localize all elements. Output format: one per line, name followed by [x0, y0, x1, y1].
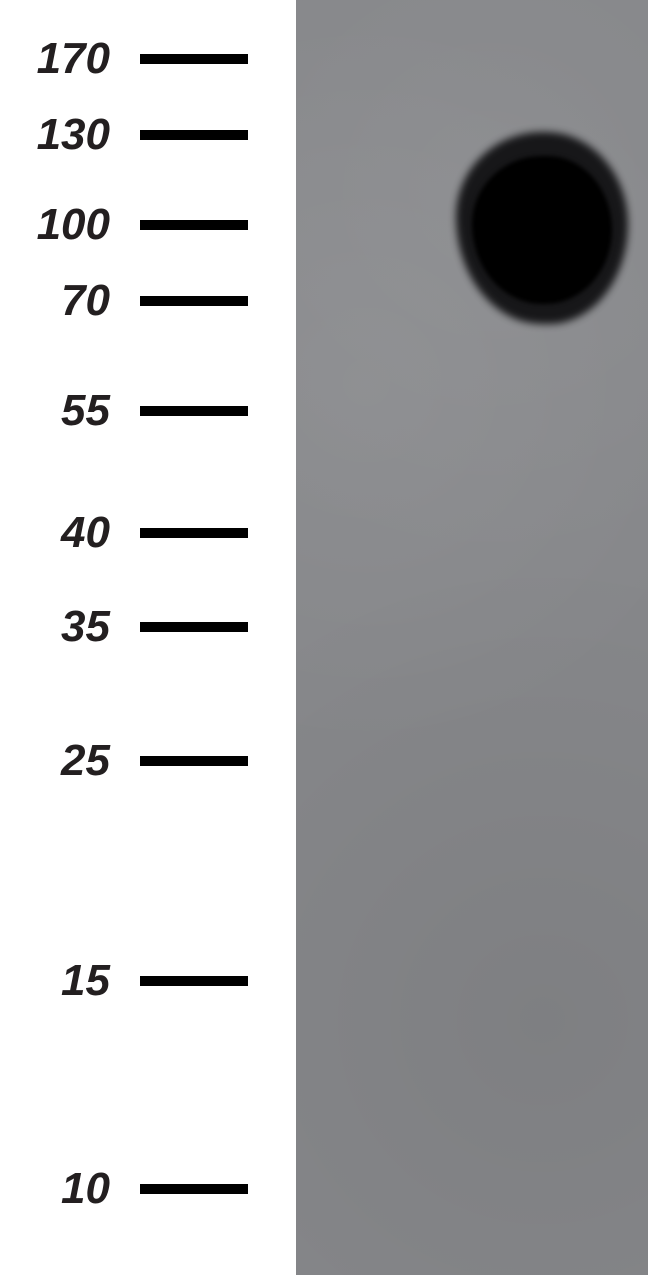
marker-tick [140, 976, 248, 986]
marker-tick [140, 406, 248, 416]
protein-band-core [472, 156, 612, 304]
marker-tick [140, 54, 248, 64]
marker-label: 15 [0, 956, 140, 1006]
marker-label: 170 [0, 34, 140, 84]
marker-row: 70 [0, 276, 295, 326]
marker-row: 15 [0, 956, 295, 1006]
marker-row: 10 [0, 1164, 295, 1214]
marker-tick [140, 528, 248, 538]
marker-row: 100 [0, 200, 295, 250]
marker-tick [140, 296, 248, 306]
western-blot-membrane [296, 0, 648, 1275]
marker-tick [140, 1184, 248, 1194]
marker-row: 40 [0, 508, 295, 558]
marker-tick [140, 220, 248, 230]
marker-label: 70 [0, 276, 140, 326]
marker-label: 10 [0, 1164, 140, 1214]
marker-row: 25 [0, 736, 295, 786]
marker-row: 130 [0, 110, 295, 160]
marker-label: 130 [0, 110, 140, 160]
marker-label: 100 [0, 200, 140, 250]
marker-row: 170 [0, 34, 295, 84]
marker-label: 40 [0, 508, 140, 558]
marker-row: 35 [0, 602, 295, 652]
marker-tick [140, 622, 248, 632]
figure-container: 170 130 100 70 55 40 35 25 15 10 [0, 0, 650, 1275]
molecular-weight-ladder: 170 130 100 70 55 40 35 25 15 10 [0, 0, 295, 1275]
marker-row: 55 [0, 386, 295, 436]
marker-tick [140, 130, 248, 140]
marker-label: 25 [0, 736, 140, 786]
marker-tick [140, 756, 248, 766]
marker-label: 35 [0, 602, 140, 652]
marker-label: 55 [0, 386, 140, 436]
